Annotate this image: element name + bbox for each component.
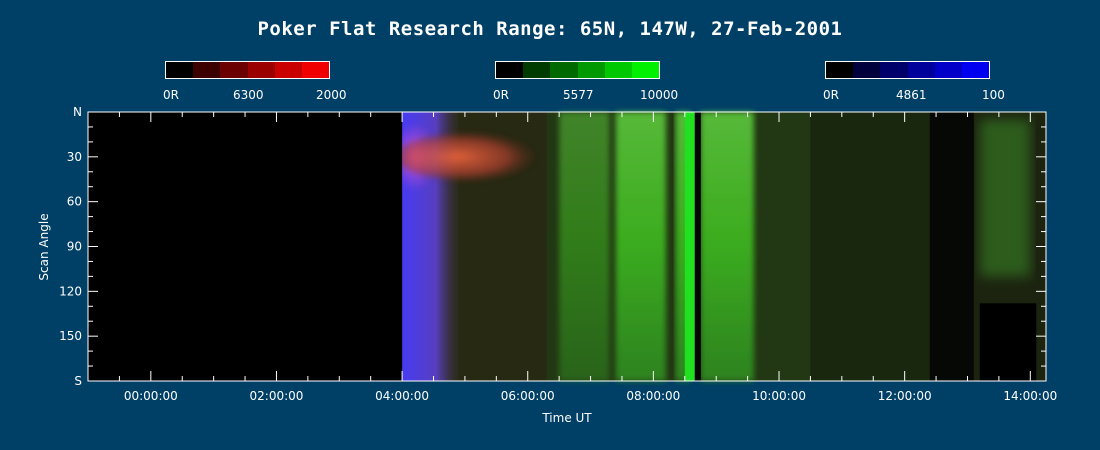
colorbar-segment bbox=[907, 62, 935, 78]
colorbar-wavelength-label: 6300 bbox=[233, 88, 264, 102]
colorbar-min-label: 0R bbox=[823, 88, 839, 102]
colorbar-6300 bbox=[165, 61, 330, 79]
colorbar-segment bbox=[604, 62, 632, 78]
y-tick-label: 60 bbox=[67, 195, 82, 209]
y-tick-label: N bbox=[73, 105, 82, 119]
x-tick-label: 04:00:00 bbox=[375, 389, 429, 403]
no-data-region bbox=[88, 112, 403, 381]
colorbar-5577 bbox=[495, 61, 660, 79]
diffuse-glow bbox=[810, 112, 930, 381]
colorbar-segment bbox=[247, 62, 275, 78]
y-tick-label: S bbox=[74, 374, 82, 388]
colorbar-max-label: 2000 bbox=[316, 88, 347, 102]
x-tick-label: 14:00:00 bbox=[1003, 389, 1057, 403]
green-band bbox=[559, 112, 610, 381]
y-tick-label: 90 bbox=[67, 240, 82, 254]
green-band bbox=[700, 112, 754, 381]
colorbar-wavelength-label: 4861 bbox=[896, 88, 927, 102]
colorbar-segment bbox=[220, 62, 248, 78]
green-band-late bbox=[980, 119, 1031, 277]
x-tick-label: 02:00:00 bbox=[250, 389, 304, 403]
no-data-block bbox=[979, 303, 1037, 381]
colorbar-max-label: 10000 bbox=[640, 88, 679, 102]
x-tick-label: 10:00:00 bbox=[752, 389, 806, 403]
colorbar-segment bbox=[853, 62, 881, 78]
colorbar-segment bbox=[301, 62, 330, 78]
colorbar-max-label: 100 bbox=[982, 88, 1005, 102]
colorbar-segment bbox=[577, 62, 605, 78]
y-tick-label: 150 bbox=[59, 329, 82, 343]
y-tick-label: 120 bbox=[59, 284, 82, 298]
colorbar-segment bbox=[826, 62, 854, 78]
data-gap bbox=[694, 112, 701, 381]
colorbar-wavelength-label: 5577 bbox=[563, 88, 594, 102]
colorbar-segment bbox=[193, 62, 221, 78]
bright-green-streak bbox=[684, 112, 695, 381]
colorbar-segment bbox=[880, 62, 908, 78]
chart-title: Poker Flat Research Range: 65N, 147W, 27… bbox=[257, 18, 843, 40]
x-tick-label: 08:00:00 bbox=[626, 389, 680, 403]
colorbar-min-label: 0R bbox=[163, 88, 179, 102]
colorbar-segment bbox=[523, 62, 551, 78]
colorbar-segment bbox=[631, 62, 660, 78]
dark-gap bbox=[929, 112, 974, 381]
colorbar-segment bbox=[274, 62, 302, 78]
colorbar-segment bbox=[550, 62, 578, 78]
y-tick-label: 30 bbox=[67, 150, 82, 164]
y-axis-label: Scan Angle bbox=[37, 213, 51, 280]
colorbar-min-label: 0R bbox=[493, 88, 509, 102]
colorbar-segment bbox=[934, 62, 962, 78]
plot-content bbox=[88, 112, 1046, 381]
axes: 00:00:00 02:00:00 04:00:00 06:00:00 08:00:00… bbox=[59, 105, 1057, 403]
colorbar-segment bbox=[166, 62, 194, 78]
red-arc bbox=[394, 132, 535, 181]
colorbar-segment bbox=[961, 62, 990, 78]
x-axis-label: Time UT bbox=[541, 411, 592, 425]
colorbar-4861 bbox=[825, 61, 990, 79]
x-tick-label: 12:00:00 bbox=[878, 389, 932, 403]
colorbar-segment bbox=[496, 62, 524, 78]
x-tick-label: 00:00:00 bbox=[124, 389, 178, 403]
green-band bbox=[615, 112, 666, 381]
x-tick-label: 06:00:00 bbox=[501, 389, 555, 403]
